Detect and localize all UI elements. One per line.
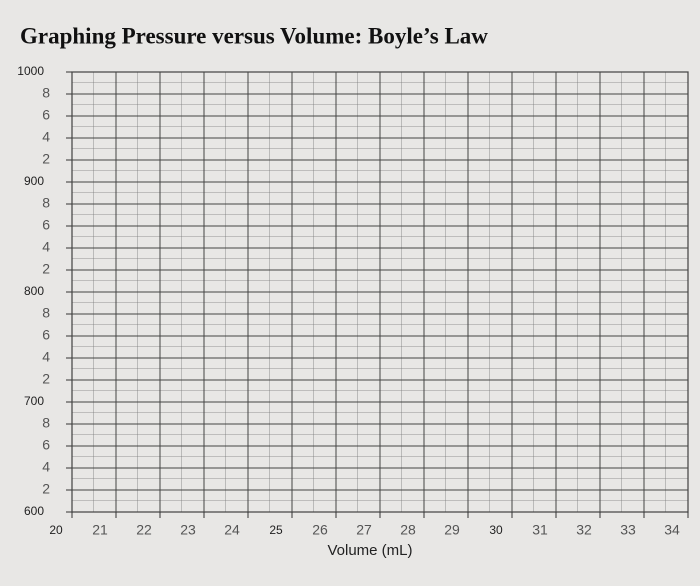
y-tick-label: 6 [42, 437, 50, 453]
y-tick-label: 800 [24, 284, 44, 298]
x-tick-label: 33 [620, 522, 636, 538]
x-tick-label: 28 [400, 522, 416, 538]
x-axis-label: Volume (mL) [327, 542, 412, 559]
x-tick-label: 20 [49, 523, 63, 537]
y-tick-label: 8 [42, 85, 50, 101]
y-tick-label: 2 [42, 371, 50, 387]
y-tick-label: 6 [42, 327, 50, 343]
y-tick-label: 1000 [17, 64, 44, 78]
x-tick-label: 21 [92, 522, 108, 538]
chart-title: Graphing Pressure versus Volume: Boyle’s… [20, 23, 488, 48]
x-tick-label: 24 [224, 522, 240, 538]
y-tick-label: 4 [42, 349, 50, 365]
x-tick-label: 22 [136, 522, 152, 538]
x-tick-label: 23 [180, 522, 196, 538]
y-tick-label: 8 [42, 195, 50, 211]
x-tick-label: 32 [576, 522, 592, 538]
x-tick-label: 29 [444, 522, 460, 538]
y-tick-label: 6 [42, 217, 50, 233]
y-tick-label: 6 [42, 107, 50, 123]
y-tick-label: 700 [24, 394, 44, 408]
y-tick-label: 8 [42, 305, 50, 321]
x-tick-label: 34 [664, 522, 680, 538]
y-tick-label: 4 [42, 459, 50, 475]
x-tick-label: 31 [532, 522, 548, 538]
x-tick-label: 26 [312, 522, 328, 538]
x-tick-label: 27 [356, 522, 372, 538]
y-tick-label: 600 [24, 504, 44, 518]
x-tick-label: 25 [269, 523, 283, 537]
y-tick-label: 2 [42, 151, 50, 167]
y-tick-label: 4 [42, 129, 50, 145]
y-tick-label: 2 [42, 481, 50, 497]
y-tick-label: 2 [42, 261, 50, 277]
y-tick-label: 8 [42, 415, 50, 431]
x-tick-label: 30 [489, 523, 503, 537]
y-tick-label: 4 [42, 239, 50, 255]
y-tick-label: 900 [24, 174, 44, 188]
